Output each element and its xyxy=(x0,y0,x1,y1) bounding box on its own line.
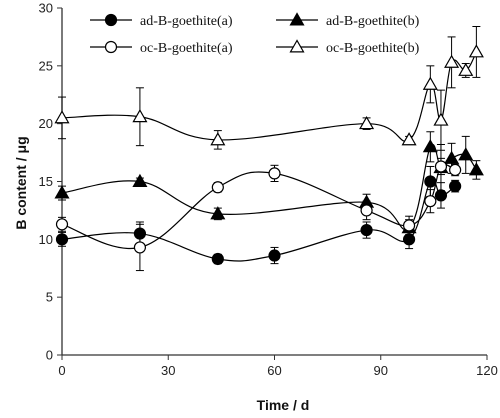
legend-item: oc-B-goethite(a) xyxy=(90,40,233,56)
x-tick-label: 90 xyxy=(374,363,388,378)
data-point xyxy=(424,175,437,188)
data-point xyxy=(210,206,226,220)
data-point xyxy=(54,110,70,124)
data-point xyxy=(458,147,474,161)
y-tick-label: 20 xyxy=(39,116,53,131)
legend: ad-B-goethite(a) ad-B-goethite(b) oc-B-goe… xyxy=(90,12,420,56)
data-point xyxy=(422,139,438,153)
legend-item: ad-B-goethite(b) xyxy=(276,12,420,29)
x-tick-label: 60 xyxy=(267,363,281,378)
legend-marker xyxy=(289,12,305,26)
series-line xyxy=(61,163,456,250)
data-point xyxy=(444,150,460,164)
data-point xyxy=(449,180,462,193)
series-3 xyxy=(55,157,462,272)
x-tick-label: 0 xyxy=(58,363,65,378)
legend-item: oc-B-goethite(b) xyxy=(276,39,420,56)
data-point xyxy=(359,115,375,130)
data-point xyxy=(434,189,448,202)
legend-label: oc-B-goethite(a) xyxy=(140,41,233,56)
series-2 xyxy=(54,131,484,237)
data-point xyxy=(458,62,474,76)
data-point xyxy=(424,195,437,208)
data-point xyxy=(133,241,147,254)
data-point xyxy=(54,185,70,199)
data-point xyxy=(433,112,449,126)
data-point xyxy=(402,219,416,232)
series-1 xyxy=(55,165,462,266)
data-point xyxy=(401,132,417,146)
data-point xyxy=(55,233,69,246)
x-tick-label: 30 xyxy=(161,363,175,378)
x-axis-title: Time / d xyxy=(257,397,310,413)
data-point xyxy=(468,162,484,176)
data-point xyxy=(210,132,226,146)
data-point xyxy=(211,252,224,266)
data-point xyxy=(268,249,281,262)
y-tick-label: 5 xyxy=(46,290,53,305)
legend-label: oc-B-goethite(b) xyxy=(326,41,420,56)
series-line xyxy=(61,143,477,231)
legend-marker xyxy=(104,13,118,27)
legend-label: ad-B-goethite(a) xyxy=(140,14,233,29)
y-ticks: 0 5 10 15 20 25 30 xyxy=(39,1,62,363)
data-point xyxy=(132,173,148,187)
y-axis-title: B content / μg xyxy=(13,136,29,229)
data-point xyxy=(434,160,448,173)
data-point xyxy=(449,163,462,177)
data-point xyxy=(360,223,373,237)
data-point xyxy=(55,218,69,231)
series-line xyxy=(61,51,477,142)
data-point xyxy=(422,76,438,90)
data-point xyxy=(211,181,224,194)
y-tick-label: 30 xyxy=(39,1,53,16)
y-tick-label: 10 xyxy=(39,232,53,247)
x-tick-label: 120 xyxy=(476,363,498,378)
x-ticks: 0 30 60 90 120 xyxy=(58,355,498,378)
legend-marker xyxy=(289,39,305,53)
data-point xyxy=(268,167,281,180)
plot-area: 0 30 60 90 120 0 5 10 15 20 25 30 xyxy=(39,1,498,379)
data-point xyxy=(468,44,484,58)
legend-marker xyxy=(104,40,118,54)
y-tick-label: 0 xyxy=(46,348,53,363)
y-tick-label: 15 xyxy=(39,174,53,189)
data-point xyxy=(444,54,460,68)
y-tick-label: 25 xyxy=(39,58,53,73)
legend-label: ad-B-goethite(b) xyxy=(326,14,420,29)
data-point xyxy=(132,109,148,123)
legend-item: ad-B-goethite(a) xyxy=(90,13,233,29)
series-layer xyxy=(54,26,484,272)
data-point xyxy=(360,204,373,217)
series-4 xyxy=(54,26,484,151)
